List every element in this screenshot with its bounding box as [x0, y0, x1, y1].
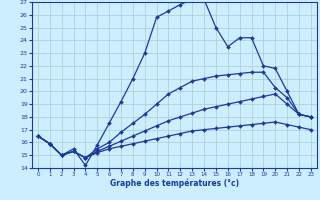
X-axis label: Graphe des températures (°c): Graphe des températures (°c) — [110, 179, 239, 188]
